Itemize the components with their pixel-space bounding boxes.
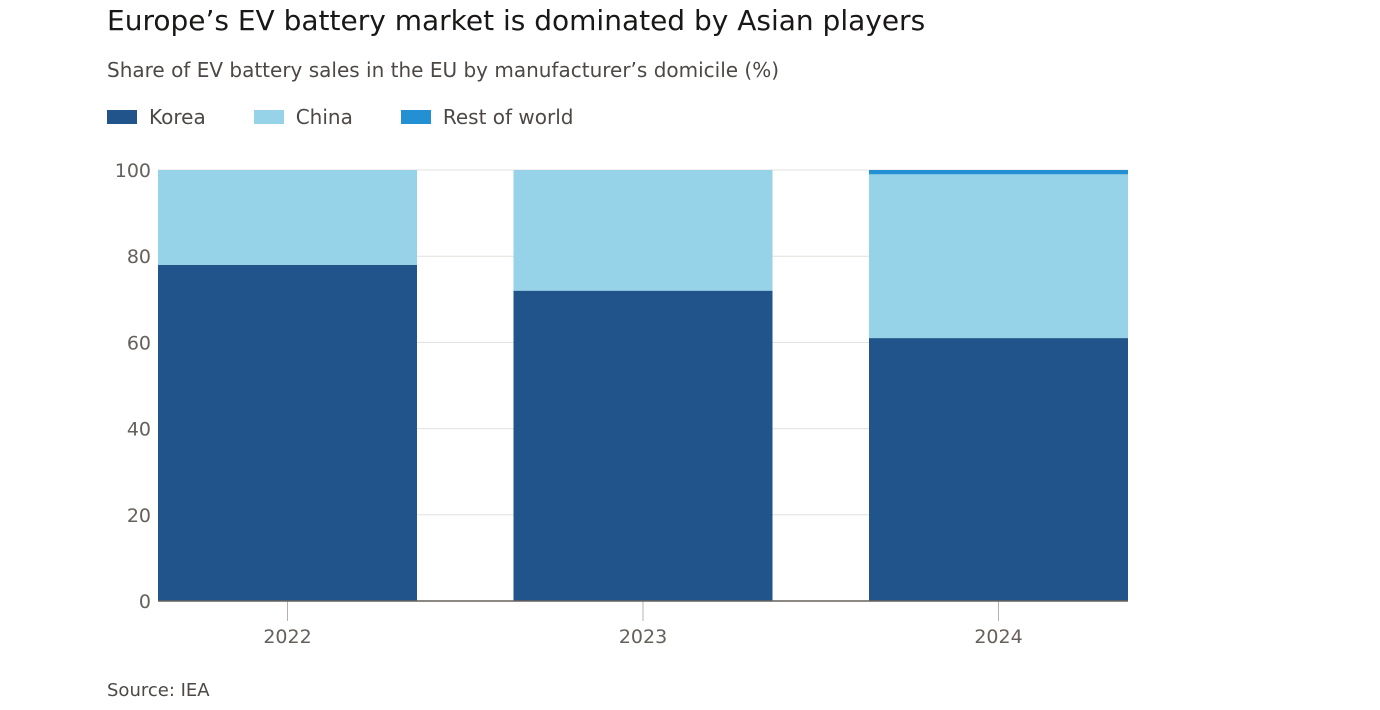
x-axis: 2022 2023 2024 <box>158 600 1128 648</box>
x-tick-label: 2024 <box>974 626 1022 648</box>
y-tick-label: 60 <box>127 332 151 354</box>
bar-korea-2022 <box>158 264 417 601</box>
chart-subtitle: Share of EV battery sales in the EU by m… <box>107 58 780 82</box>
legend: Korea China Rest of world <box>107 104 573 130</box>
bar-china-2024 <box>869 174 1128 339</box>
bars <box>158 170 1128 601</box>
y-axis-ticks: 0 20 40 60 80 100 <box>115 160 151 613</box>
legend-label: Rest of world <box>442 105 574 129</box>
y-tick-label: 0 <box>139 591 151 613</box>
y-tick-label: 20 <box>127 505 151 527</box>
chart-title: Europe’s EV battery market is dominated … <box>107 4 926 37</box>
legend-swatch <box>253 110 284 124</box>
x-tick-label: 2022 <box>263 626 311 648</box>
legend-item-rest-of-world: Rest of world <box>400 105 574 129</box>
legend-swatch <box>400 110 431 124</box>
y-tick-label: 80 <box>127 246 151 268</box>
bar-rest-of-world-2024 <box>869 170 1128 175</box>
source-note: Source: IEA <box>107 680 210 701</box>
y-tick-label: 100 <box>115 160 151 182</box>
legend-item-china: China <box>253 105 353 129</box>
legend-label: China <box>295 105 353 129</box>
bar-korea-2023 <box>513 290 773 601</box>
x-tick-label: 2023 <box>619 626 667 648</box>
legend-swatch <box>107 110 137 124</box>
legend-item-korea: Korea <box>107 105 206 129</box>
bar-china-2022 <box>158 170 417 265</box>
bar-chart: 0 20 40 60 80 100 2022 2023 2024 <box>115 160 1128 648</box>
bar-korea-2024 <box>869 338 1128 601</box>
legend-label: Korea <box>149 105 206 129</box>
y-tick-label: 40 <box>127 419 151 441</box>
bar-china-2023 <box>513 170 773 291</box>
